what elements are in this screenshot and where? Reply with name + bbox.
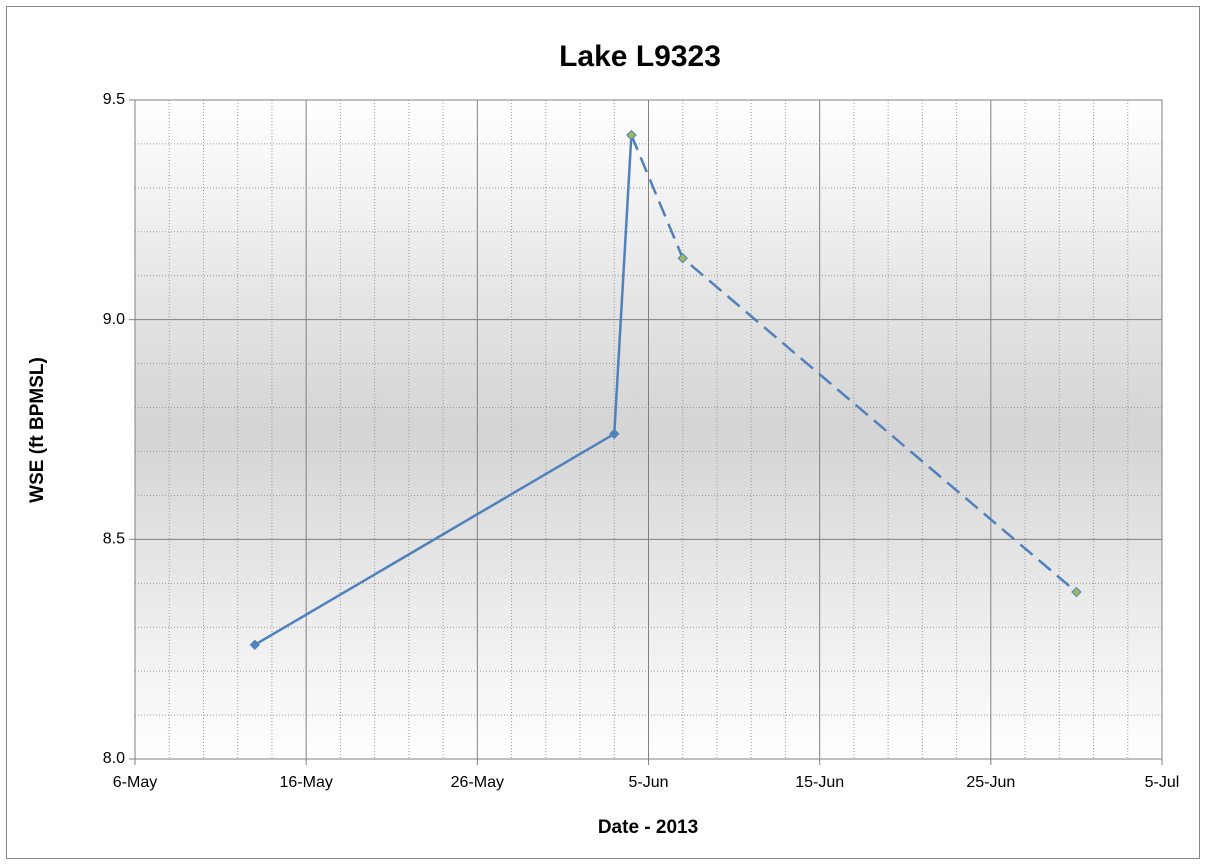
plot-border (134, 99, 1163, 760)
marker (677, 252, 688, 264)
chart-title: Lake L9323 (559, 40, 721, 73)
y-axis-label: WSE (ft BPMSL) (27, 357, 48, 503)
y-tick-label: 8.5 (103, 531, 125, 548)
y-tick-label: 8.0 (103, 750, 125, 767)
x-tick-label: 25-Jun (966, 774, 1015, 791)
x-tick-label: 16-May (279, 774, 332, 791)
y-tick-label: 9.0 (103, 311, 125, 328)
x-tick-label: 5-Jul (1145, 774, 1180, 791)
x-axis-label: Date - 2013 (598, 817, 698, 838)
x-tick-label: 6-May (113, 774, 157, 791)
y-tick-label: 9.5 (103, 91, 125, 108)
marker (609, 428, 620, 440)
x-tick-label: 5-Jun (628, 774, 668, 791)
x-tick-label: 15-Jun (795, 774, 844, 791)
x-tick-label: 26-May (451, 774, 504, 791)
marker (626, 129, 637, 141)
marker (1071, 586, 1082, 598)
marker (249, 639, 261, 650)
